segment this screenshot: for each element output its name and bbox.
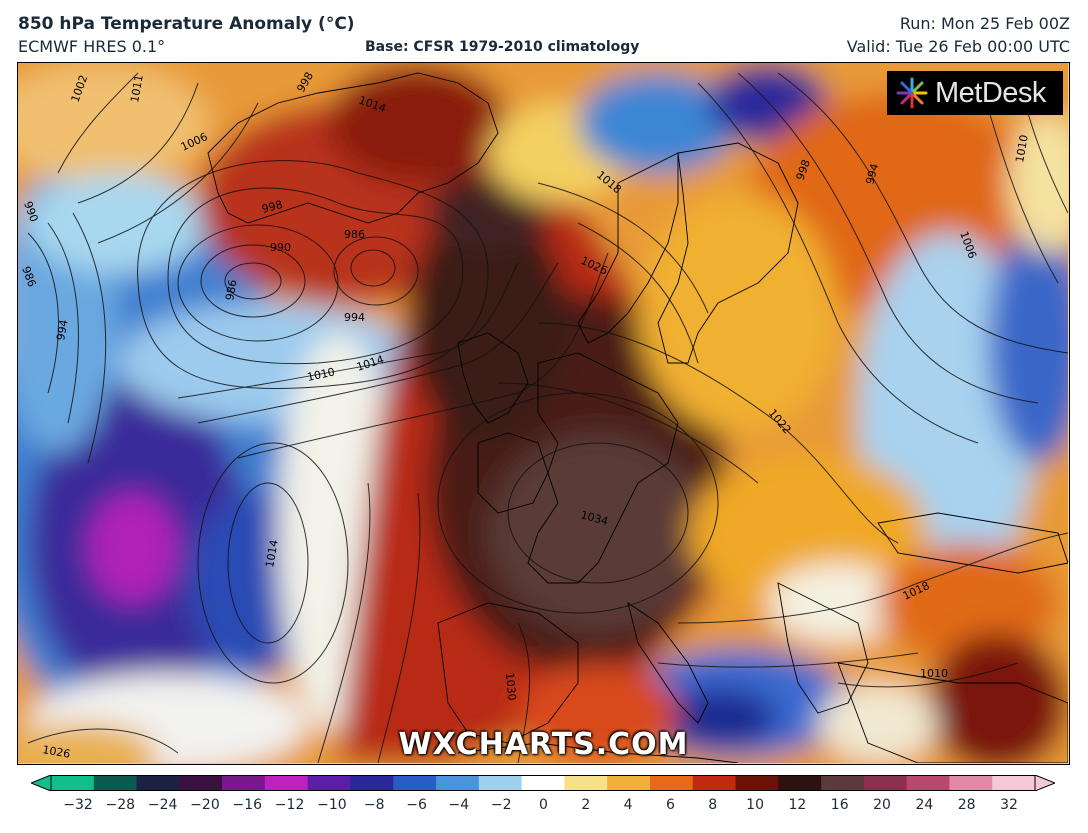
isobar-label: 994	[863, 162, 881, 186]
colorbar-tick: −20	[190, 797, 220, 813]
watermark: WXCHARTS.COM	[398, 727, 689, 762]
isobar-label: 986	[223, 279, 239, 302]
colorbar-tick: 8	[708, 797, 718, 813]
colorbar-tick-labels: −32 −28 −24 −20 −16 −12 −10 −8 −6 −4 −2 0 2 4 6 8 10 12 16…	[0, 797, 1088, 817]
isobar-label: 1026	[41, 743, 71, 761]
colorbar-segment	[863, 775, 908, 791]
isobar-label: 1010	[306, 365, 336, 384]
colorbar-tick: −24	[147, 797, 178, 813]
colorbar-segment	[735, 775, 779, 791]
colorbar-max-arrow	[1034, 775, 1055, 791]
colorbar-tick: 28	[957, 797, 976, 813]
colorbar-segment	[136, 775, 180, 791]
climatology-base-label: Base: CFSR 1979-2010 climatology	[365, 39, 640, 55]
colorbar-segment	[992, 775, 1036, 791]
isobar-label: 1014	[263, 539, 281, 569]
colorbar-tick: −8	[363, 797, 385, 813]
colorbar-outline	[50, 775, 1036, 791]
colorbar-tick: 20	[873, 797, 891, 813]
model-label: ECMWF HRES 0.1°	[18, 37, 166, 56]
chart-title: 850 hPa Temperature Anomaly (°C)	[18, 14, 355, 34]
valid-time-label: Valid: Tue 26 Feb 00:00 UTC	[846, 37, 1070, 56]
colorbar-segment	[478, 775, 523, 791]
isobar-label: 986	[344, 228, 365, 241]
colorbar-tick: −4	[448, 797, 470, 813]
colorbar-segment	[393, 775, 437, 791]
colorbar-segment	[906, 775, 950, 791]
isobar-label: 1030	[503, 672, 518, 701]
isobar-label: 1010	[920, 667, 948, 680]
colorbar-segment	[179, 775, 223, 791]
colorbar-tick: 32	[1000, 797, 1018, 813]
isobar-label: 994	[344, 311, 365, 324]
colorbar-tick: 4	[623, 797, 633, 813]
colorbar-segment	[436, 775, 480, 791]
colorbar-min-arrow	[31, 775, 52, 791]
colorbar-tick: −28	[105, 797, 136, 813]
colorbar-tick: 12	[788, 797, 807, 813]
colorbar-tick: −12	[274, 797, 305, 813]
colorbar-tick: 6	[665, 797, 675, 813]
colorbar-segment	[521, 775, 565, 791]
run-time-label: Run: Mon 25 Feb 00Z	[899, 14, 1070, 33]
colorbar-tick: −10	[317, 797, 347, 813]
colorbar-tick: −2	[490, 797, 512, 813]
isobar-label: 1010	[1013, 134, 1031, 164]
coastlines	[207, 72, 1068, 763]
isobar-label: 998	[260, 198, 284, 216]
colorbar-segment	[778, 775, 822, 791]
colorbar-segment	[949, 775, 993, 791]
colorbar-segment	[692, 775, 737, 791]
isobar-label: 994	[54, 319, 70, 342]
colorbar-segment	[264, 775, 309, 791]
map-canvas: 1002 1011 1006 998 1014 1018 998 994 101…	[18, 63, 1068, 763]
isobar-lines	[27, 72, 1068, 763]
colorbar-segment	[350, 775, 394, 791]
colorbar-segment	[564, 775, 608, 791]
colorbar-tick: 2	[581, 797, 591, 813]
isobar-labels: 1002 1011 1006 998 1014 1018 998 994 101…	[19, 70, 1031, 761]
isobar-label: 1011	[128, 74, 146, 104]
colorbar	[31, 775, 1055, 791]
colorbar-segment	[307, 775, 351, 791]
colorbar-segment	[51, 775, 95, 791]
colorbar-tick: −6	[406, 797, 427, 813]
colorbar-tick: 16	[830, 797, 849, 813]
colorbar-segment	[93, 775, 138, 791]
temperature-anomaly-field	[18, 63, 1068, 763]
colorbar-segment	[607, 775, 651, 791]
colorbar-tick: −16	[232, 797, 263, 813]
colorbar-tick: 10	[746, 797, 764, 813]
isobar-label: 990	[270, 241, 291, 254]
metdesk-logo-text: MetDesk	[935, 76, 1046, 109]
colorbar-segment	[821, 775, 865, 791]
metdesk-logo: MetDesk	[887, 71, 1063, 115]
metdesk-starburst-icon	[896, 77, 928, 109]
anomaly-map[interactable]: 1002 1011 1006 998 1014 1018 998 994 101…	[17, 62, 1070, 765]
colorbar-segment	[649, 775, 694, 791]
colorbar-tick: −32	[63, 797, 93, 813]
colorbar-tick: 24	[915, 797, 934, 813]
colorbar-tick: 0	[539, 797, 548, 813]
colorbar-segment	[222, 775, 266, 791]
